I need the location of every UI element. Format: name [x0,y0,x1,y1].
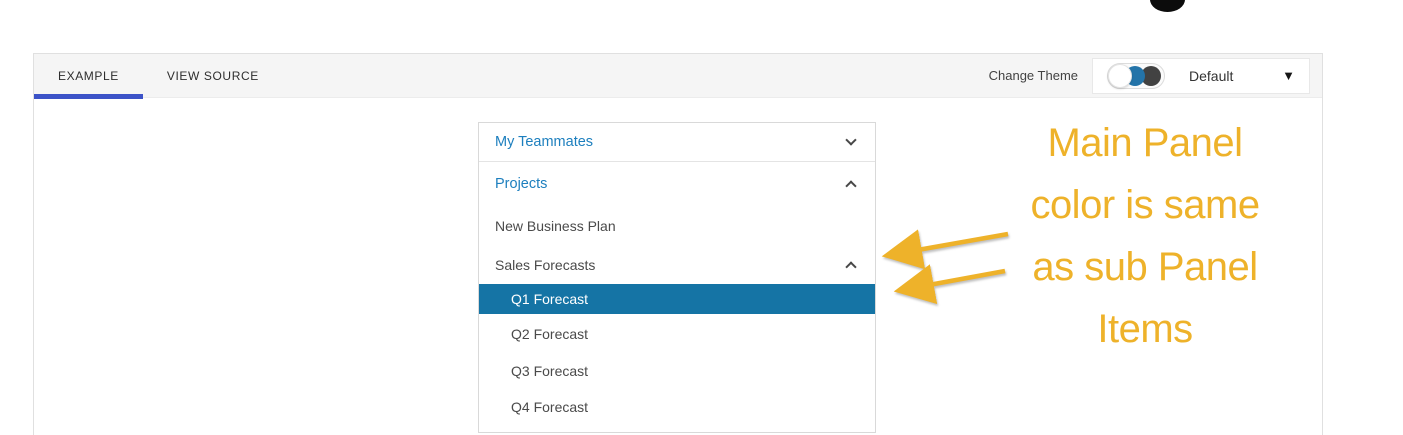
accordion-header-label: Projects [495,176,548,192]
chevron-down-icon[interactable]: ▼ [1282,68,1295,83]
annotation-line: Items [1097,307,1193,351]
tab-bar: EXAMPLE VIEW SOURCE Change Theme Default… [34,54,1322,99]
accordion-item-new-business-plan[interactable]: New Business Plan [479,206,875,245]
accordion-subitem-q1-forecast[interactable]: Q1 Forecast [479,284,875,314]
chevron-down-icon[interactable] [845,134,857,146]
arrow-to-q1-item [893,264,1006,305]
accordion-subitem-q4-forecast[interactable]: Q4 Forecast [479,389,875,425]
accordion-header-projects[interactable]: Projects [479,162,875,206]
accordion-item-sales-forecasts[interactable]: Sales Forecasts [479,245,875,284]
accordion-header-label: My Teammates [495,134,594,150]
cropped-letter-artifact [1150,0,1185,12]
theme-toggle[interactable] [1107,62,1165,89]
tab-example-label: EXAMPLE [58,68,119,83]
chevron-up-icon[interactable] [845,180,857,192]
annotation-line: color is same [1030,183,1260,227]
tab-view-source[interactable]: VIEW SOURCE [143,54,283,98]
accordion-item-label: Sales Forecasts [495,256,596,273]
accordion-subitem-label: Q2 Forecast [511,325,589,342]
annotation-line: Main Panel [1047,121,1243,165]
chevron-up-icon[interactable] [845,260,857,273]
accordion-item-label: New Business Plan [495,217,616,234]
arrow-to-sales-forecasts [881,229,1009,270]
tab-example[interactable]: EXAMPLE [34,54,143,99]
accordion-header-my-teammates[interactable]: My Teammates [479,123,875,162]
theme-color-dot-dark [1141,65,1161,86]
annotation-text: Main Panel color is same as sub Panel It… [975,112,1315,360]
accordion-subitem-label: Q1 Forecast [511,291,589,307]
tab-view-source-label: VIEW SOURCE [166,68,259,83]
accordion-subitem-label: Q4 Forecast [511,399,589,415]
change-theme-label: Change Theme [988,68,1078,83]
accordion-panel: My Teammates Projects New Business Plan … [478,122,876,433]
accordion-subitem-q3-forecast[interactable]: Q3 Forecast [479,353,875,389]
accordion-subitem-label: Q3 Forecast [511,363,589,379]
toggle-knob[interactable] [1108,63,1132,88]
annotation-line: as sub Panel [1032,245,1258,289]
accordion-subitem-q2-forecast[interactable]: Q2 Forecast [479,314,875,353]
theme-dropdown-value[interactable]: Default [1189,67,1234,84]
annotation-arrows [881,229,1009,305]
active-tab-indicator [34,93,143,99]
theme-selector[interactable]: Default ▼ [1092,57,1310,94]
